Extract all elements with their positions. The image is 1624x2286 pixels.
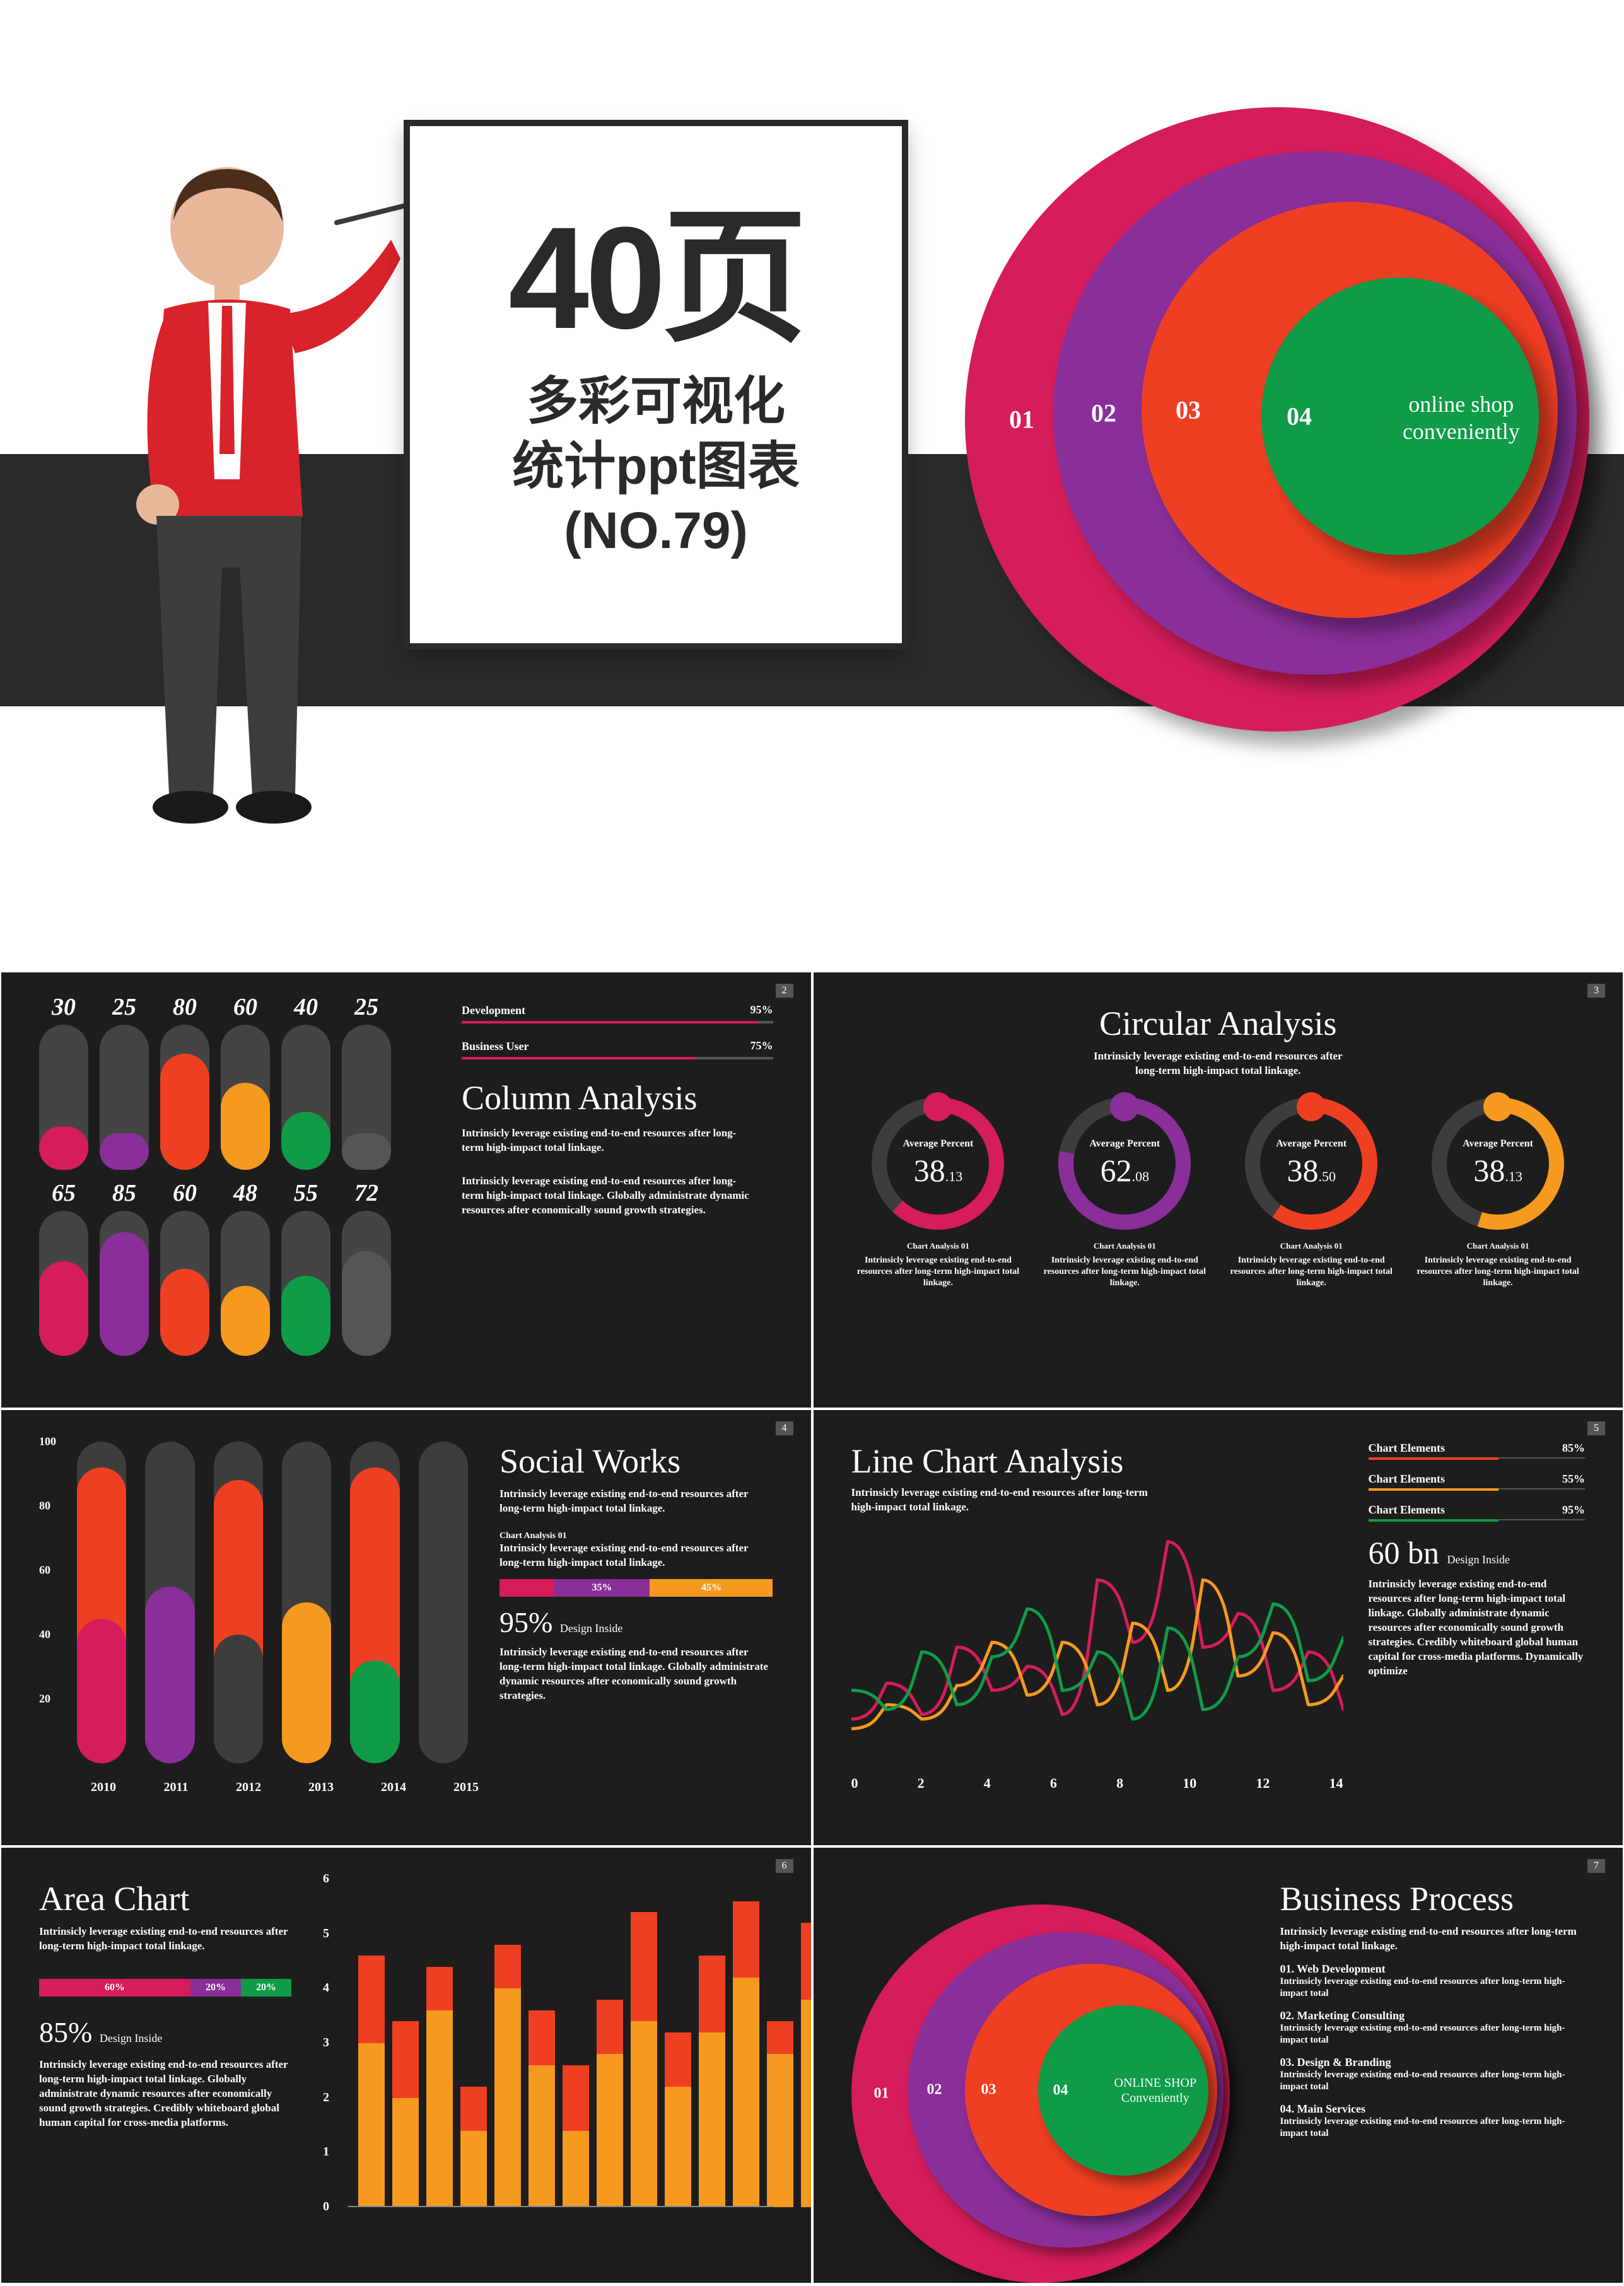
slide-area-chart: 6 Area Chart Intrinsicly leverage existi… [1, 1848, 811, 2283]
donut: Average Percent 38.50 Chart Analysis 01 … [1224, 1097, 1398, 1290]
chart-element: Chart Elements95% [1369, 1503, 1586, 1522]
double-bar [214, 1442, 263, 1763]
process-item: 04. Main ServicesIntrinsicly leverage ex… [1280, 2102, 1586, 2140]
s1-bars: 302580604025 658560485572 [39, 1004, 430, 1376]
s6-title: Business Process [1280, 1879, 1586, 1918]
concentric-rings: 01020304online shopconveniently [965, 107, 1589, 732]
s3-chartsub: Chart Analysis 01 [499, 1531, 773, 1541]
s3-stack: 35%45% [499, 1579, 773, 1597]
slide-social-works: 4 20406080100 [1, 1410, 811, 1845]
double-bar [282, 1442, 331, 1763]
s5-sub: Intrinsicly leverage existing end-to-end… [39, 1925, 291, 1954]
presenter-figure [114, 164, 404, 858]
chart-element: Chart Elements55% [1369, 1472, 1586, 1491]
s3-bigpct: 95% Design Inside [499, 1606, 773, 1639]
s5-title: Area Chart [39, 1879, 291, 1918]
line-chart [851, 1527, 1343, 1767]
donut: Average Percent 38.13 Chart Analysis 01 … [851, 1097, 1025, 1290]
s5-desc: Intrinsicly leverage existing end-to-end… [39, 2058, 291, 2130]
title-big: 40页 [508, 206, 803, 351]
s4-bignum: 60 bn Design Inside [1369, 1534, 1586, 1571]
donut-row: Average Percent 38.13 Chart Analysis 01 … [851, 1097, 1586, 1290]
s3-p1: Intrinsicly leverage existing end-to-end… [499, 1487, 771, 1516]
s3-title: Social Works [499, 1442, 773, 1481]
s6-sub: Intrinsicly leverage existing end-to-end… [1280, 1925, 1583, 1954]
s4-title: Line Chart Analysis [851, 1442, 1343, 1481]
hero: 40页 多彩可视化 统计ppt图表 (NO.79) 01020304online… [0, 0, 1624, 971]
s1-title: Column Analysis [462, 1078, 773, 1117]
title-card: 40页 多彩可视化 统计ppt图表 (NO.79) [404, 120, 908, 650]
page-number: 5 [1587, 1421, 1605, 1435]
s4-desc: Intrinsicly leverage existing end-to-end… [1369, 1577, 1586, 1679]
slide-column-analysis: 2 302580604025 658560485572 Development … [1, 972, 811, 1408]
slide-line-chart: 5 Line Chart Analysis Intrinsicly levera… [814, 1410, 1623, 1845]
page-number: 4 [776, 1421, 793, 1435]
s2-sub: Intrinsicly leverage existing end-to-end… [1085, 1049, 1350, 1078]
title-sub: 多彩可视化 统计ppt图表 (NO.79) [512, 370, 800, 564]
s3-p2: Intrinsicly leverage existing end-to-end… [499, 1541, 771, 1570]
process-item: 01. Web DevelopmentIntrinsicly leverage … [1280, 1962, 1586, 2000]
page-number: 7 [1587, 1859, 1605, 1873]
s1-p2: Intrinsicly leverage existing end-to-end… [462, 1174, 752, 1218]
s3-p3: Intrinsicly leverage existing end-to-end… [499, 1645, 771, 1703]
area-chart: 0123456 [323, 1879, 773, 2232]
slide-business-process: 7 01020304ONLINE SHOPConveniently Busine… [814, 1848, 1623, 2283]
progress-bar: Business User 75% [462, 1040, 773, 1059]
double-bar [145, 1442, 194, 1763]
double-bar [350, 1442, 399, 1763]
s6-rings: 01020304ONLINE SHOPConveniently [851, 1879, 1255, 2283]
page-number: 6 [776, 1859, 793, 1873]
page-number: 3 [1587, 984, 1605, 998]
s5-bigpct: 85% Design Inside [39, 2015, 291, 2049]
s3-chart: 20406080100 [39, 1442, 468, 1795]
donut: Average Percent 38.13 Chart Analysis 01 … [1411, 1097, 1585, 1290]
slide-grid: 2 302580604025 658560485572 Development … [0, 971, 1624, 2284]
process-item: 02. Marketing ConsultingIntrinsicly leve… [1280, 2009, 1586, 2047]
donut: Average Percent 62.08 Chart Analysis 01 … [1037, 1097, 1212, 1290]
double-bar [77, 1442, 126, 1763]
s2-title: Circular Analysis [851, 1004, 1586, 1043]
slide-circular-analysis: 3 Circular Analysis Intrinsicly leverage… [814, 972, 1623, 1408]
process-item: 03. Design & BrandingIntrinsicly leverag… [1280, 2056, 1586, 2094]
double-bar [419, 1442, 468, 1763]
s4-xaxis: 02468101214 [851, 1775, 1343, 1792]
page-number: 2 [776, 984, 793, 998]
s1-p1: Intrinsicly leverage existing end-to-end… [462, 1126, 752, 1155]
s5-stack: 60%20%20% [39, 1979, 291, 1997]
s4-sub: Intrinsicly leverage existing end-to-end… [851, 1486, 1154, 1515]
chart-element: Chart Elements85% [1369, 1442, 1586, 1460]
page: 40页 多彩可视化 统计ppt图表 (NO.79) 01020304online… [0, 0, 1624, 2284]
progress-bar: Development 95% [462, 1004, 773, 1023]
